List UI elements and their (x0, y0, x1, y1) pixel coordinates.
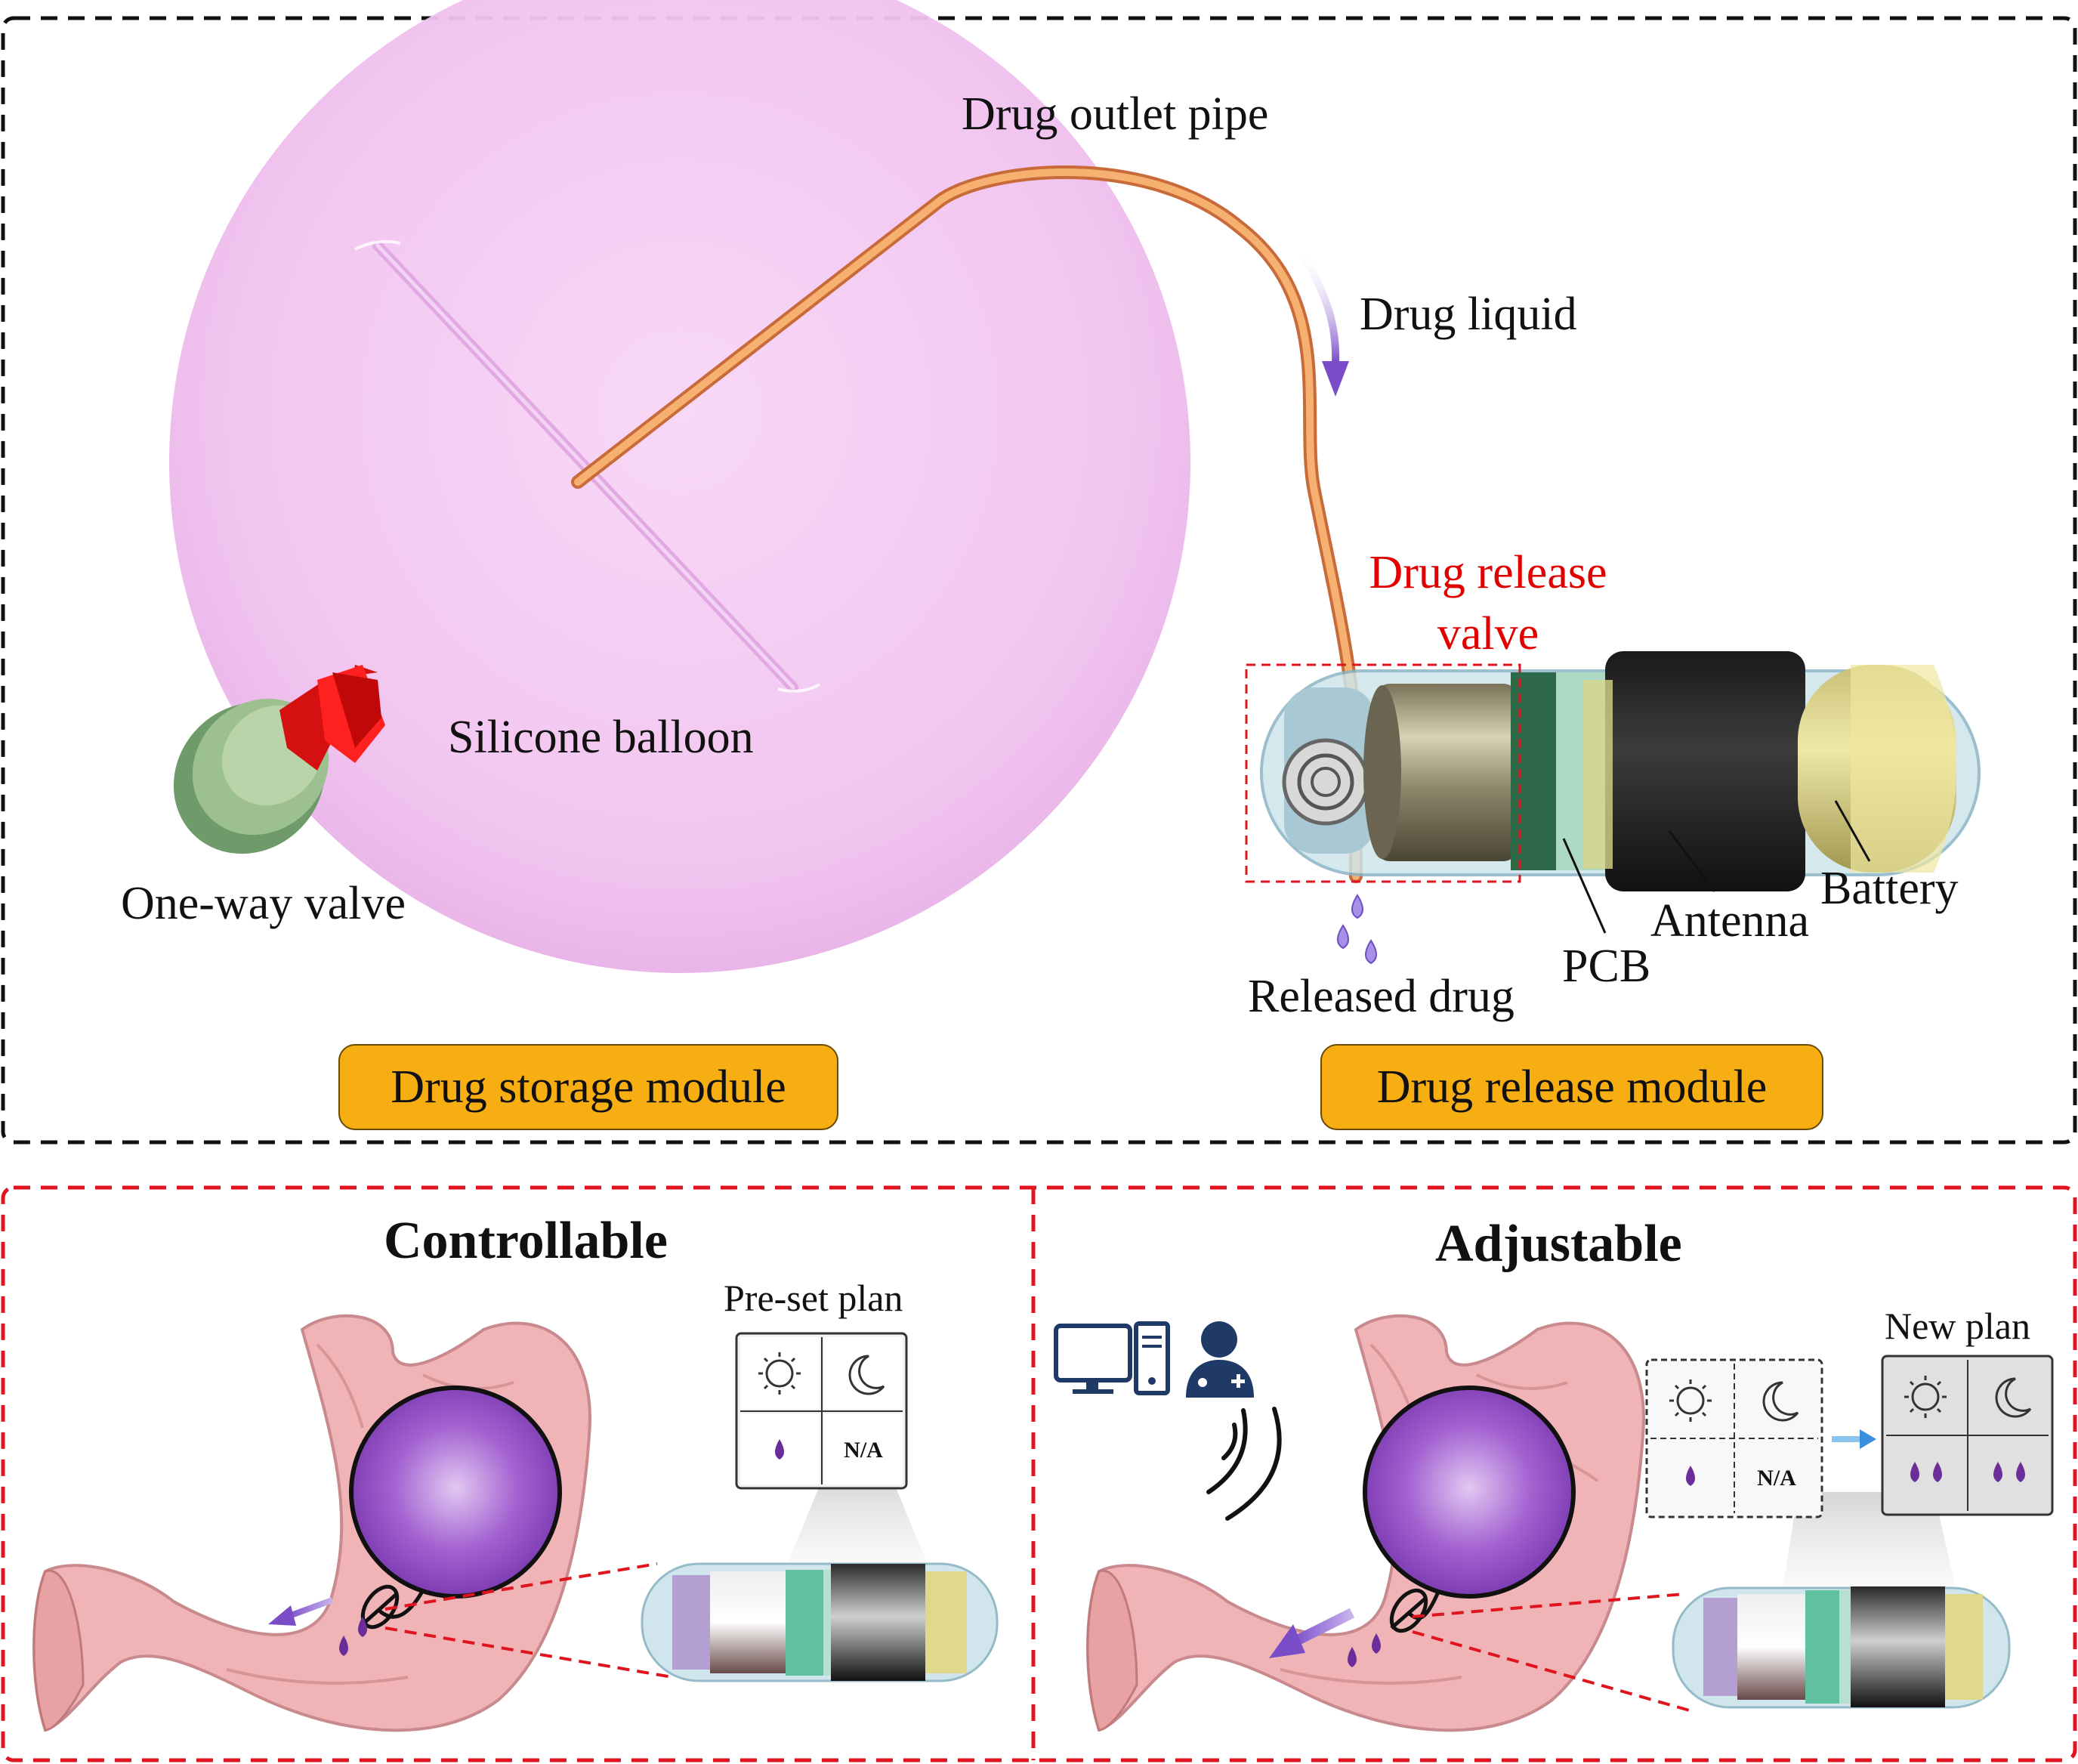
double-drop-icon (1993, 1462, 2025, 1482)
title-adjustable: Adjustable (1435, 1215, 1682, 1273)
antenna-leader-line (1668, 830, 1716, 892)
label-antenna: Antenna (1650, 895, 1810, 947)
sun-icon (758, 1352, 801, 1395)
computer-icon (1054, 1321, 1170, 1395)
balloon-ball-left (349, 1386, 562, 1630)
label-pcb: PCB (1562, 941, 1651, 992)
zoom-line-upper-left (384, 1562, 658, 1611)
zoom-line-lower-left (384, 1627, 673, 1679)
sun-icon (1669, 1379, 1712, 1422)
update-arrow (1832, 1429, 1876, 1449)
projection-beam-right (1783, 1492, 1956, 1590)
label-silicone-balloon: Silicone balloon (448, 712, 754, 763)
zoom-line-lower-right (1412, 1630, 1693, 1713)
release-valve-highlight-box (1245, 663, 1521, 883)
bottom-panel-border (1, 1185, 2077, 1762)
na-cell-right: N/A (1757, 1466, 1796, 1491)
drug-release-module-badge: Drug release module (1320, 1044, 1823, 1130)
label-release-valve-line2: valve (1437, 608, 1539, 660)
drug-release-capsule (1260, 651, 1981, 891)
flow-arrow-left (268, 1597, 334, 1626)
label-drug-liquid: Drug liquid (1360, 289, 1577, 340)
drug-storage-module-badge: Drug storage module (338, 1044, 838, 1130)
flow-arrow-right (1269, 1608, 1355, 1658)
top-panel-border (1, 16, 2077, 1145)
drop-icon (1686, 1466, 1695, 1486)
projection-beam-left (786, 1477, 929, 1568)
moon-icon (1995, 1377, 2032, 1418)
drops-right (1348, 1633, 1381, 1667)
moon-icon (1762, 1381, 1799, 1422)
one-way-valve-graphic (173, 665, 385, 854)
moon-icon (848, 1355, 885, 1395)
old-plan-table: N/A (1645, 1358, 1823, 1518)
doctor-icon (1186, 1321, 1254, 1398)
silicone-balloon-graphic (169, 0, 1190, 973)
drop-icon (775, 1439, 784, 1460)
label-release-valve-line1: Drug release (1369, 547, 1607, 598)
new-plan-table (1881, 1355, 2054, 1516)
label-new-plan: New plan (1885, 1305, 2030, 1347)
battery-leader-line (1834, 800, 1871, 862)
label-one-way-valve: One-way valve (121, 878, 406, 929)
title-controllable: Controllable (384, 1212, 668, 1270)
released-drug-drops (1337, 894, 1377, 965)
zoom-line-upper-right (1412, 1593, 1685, 1618)
label-drug-outlet-pipe: Drug outlet pipe (962, 88, 1269, 140)
double-drop-icon (1910, 1462, 1942, 1482)
drug-liquid-arrow (1295, 247, 1349, 397)
preset-plan-table: N/A (735, 1332, 908, 1490)
label-preset-plan: Pre-set plan (724, 1277, 903, 1319)
drops-left (339, 1617, 367, 1656)
label-released-drug: Released drug (1248, 971, 1515, 1022)
capsule-small-left (641, 1562, 999, 1682)
na-cell-left: N/A (844, 1438, 883, 1463)
signal-waves-icon (1206, 1407, 1282, 1521)
capsule-small-right (1672, 1586, 2011, 1709)
pcb-leader-line (1562, 838, 1607, 934)
label-battery: Battery (1820, 863, 1959, 914)
sun-icon (1904, 1376, 1947, 1418)
